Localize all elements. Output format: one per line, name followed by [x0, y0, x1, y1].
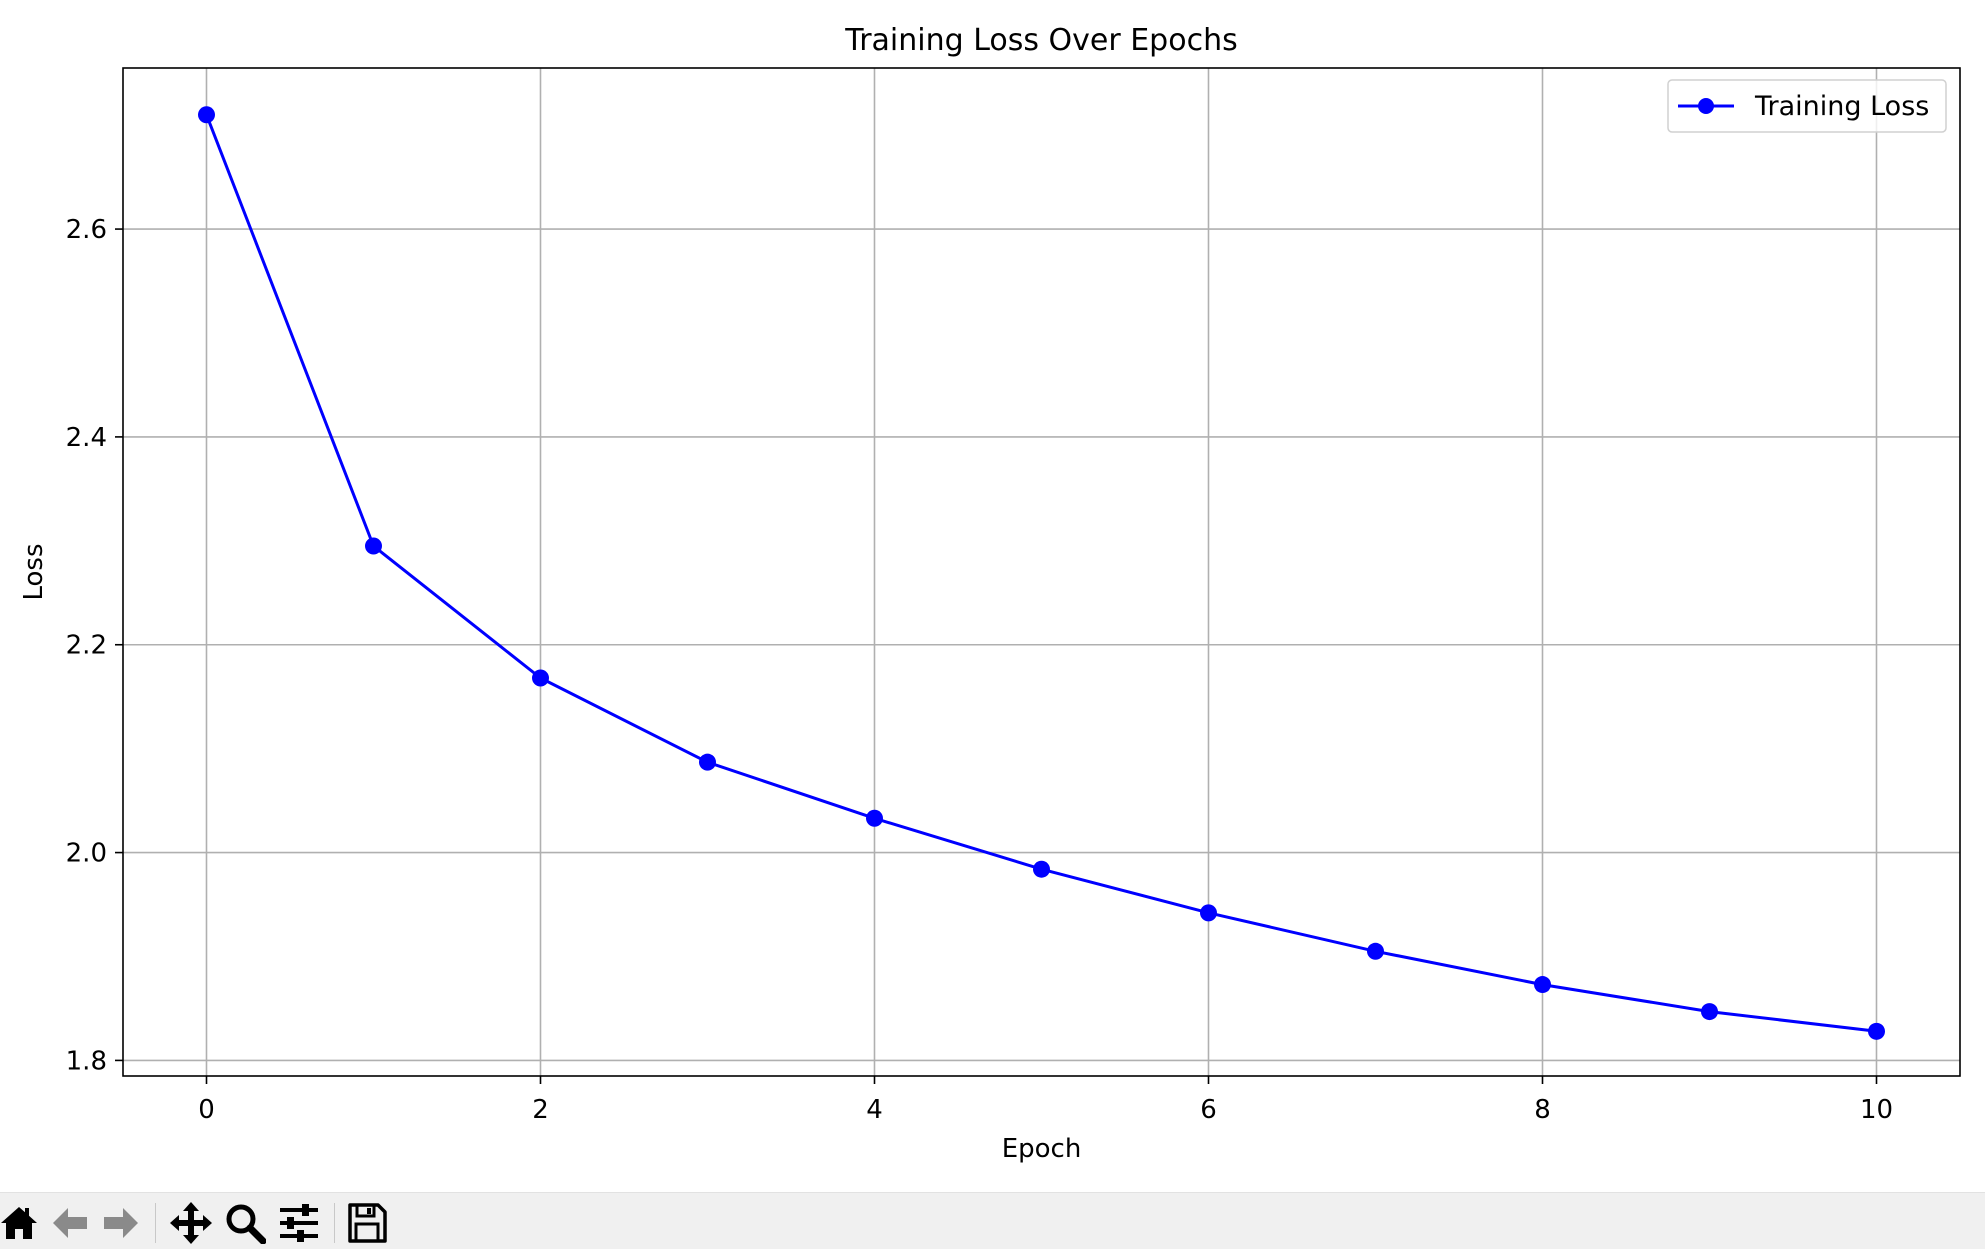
data-point-epoch-9 [1701, 1003, 1718, 1021]
data-point-epoch-8 [1534, 976, 1551, 994]
arrow-left-icon [53, 1208, 87, 1238]
y-axis-label: Loss [19, 543, 49, 600]
figure: 0 2 4 6 8 10 1.8 2.0 2.2 2.4 2.6 Training Loss Ove… [19, 23, 1961, 1164]
legend: Training Loss [1667, 79, 1947, 133]
x-tick-label-4: 4 [866, 1095, 883, 1125]
navigation-toolbar [0, 1192, 1985, 1249]
x-tick-label-0: 0 [198, 1095, 215, 1125]
back-button[interactable] [47, 1201, 93, 1245]
data-point-epoch-1 [365, 537, 382, 555]
x-tick-label-10: 10 [1860, 1095, 1893, 1125]
floppy-disk-icon [348, 1203, 387, 1243]
data-point-epoch-2 [532, 669, 549, 687]
home-icon [1, 1207, 37, 1239]
sliders-icon [280, 1204, 318, 1242]
move-icon [170, 1202, 212, 1244]
forward-button[interactable] [98, 1201, 144, 1245]
chart: 0 2 4 6 8 10 1.8 2.0 2.2 2.4 2.6 Training Loss Ove… [19, 23, 1961, 1164]
y-tick-label-2: 2.2 [66, 631, 107, 661]
data-point-epoch-10 [1868, 1022, 1885, 1040]
data-point-epoch-4 [866, 809, 883, 827]
legend-box [1667, 79, 1947, 133]
x-axis-label: Epoch [1002, 1134, 1082, 1164]
y-tick-label-1: 2.0 [66, 839, 107, 869]
save-button[interactable] [344, 1201, 390, 1245]
y-tick-label-0: 1.8 [66, 1046, 107, 1076]
chart-title: Training Loss Over Epochs [844, 23, 1237, 58]
x-tick-label-2: 2 [532, 1095, 549, 1125]
data-point-epoch-0 [198, 106, 215, 124]
legend-label-training-loss: Training Loss [1754, 91, 1929, 122]
data-point-epoch-3 [699, 753, 716, 771]
data-point-epoch-6 [1200, 904, 1217, 922]
axes-frame [122, 67, 1961, 1077]
y-tick-label-4: 2.6 [66, 215, 107, 245]
configure-subplots-button[interactable] [276, 1201, 322, 1245]
x-tick-label-8: 8 [1534, 1095, 1551, 1125]
data-point-epoch-7 [1367, 942, 1384, 960]
x-tick-label-6: 6 [1200, 1095, 1217, 1125]
y-tick-label-3: 2.4 [66, 423, 107, 453]
home-button[interactable] [0, 1201, 42, 1245]
pan-button[interactable] [168, 1201, 214, 1245]
magnifier-icon [226, 1204, 266, 1244]
legend-marker-swatch [1698, 98, 1714, 114]
data-point-epoch-5 [1033, 860, 1050, 878]
arrow-right-icon [104, 1208, 138, 1238]
zoom-button[interactable] [222, 1201, 268, 1245]
